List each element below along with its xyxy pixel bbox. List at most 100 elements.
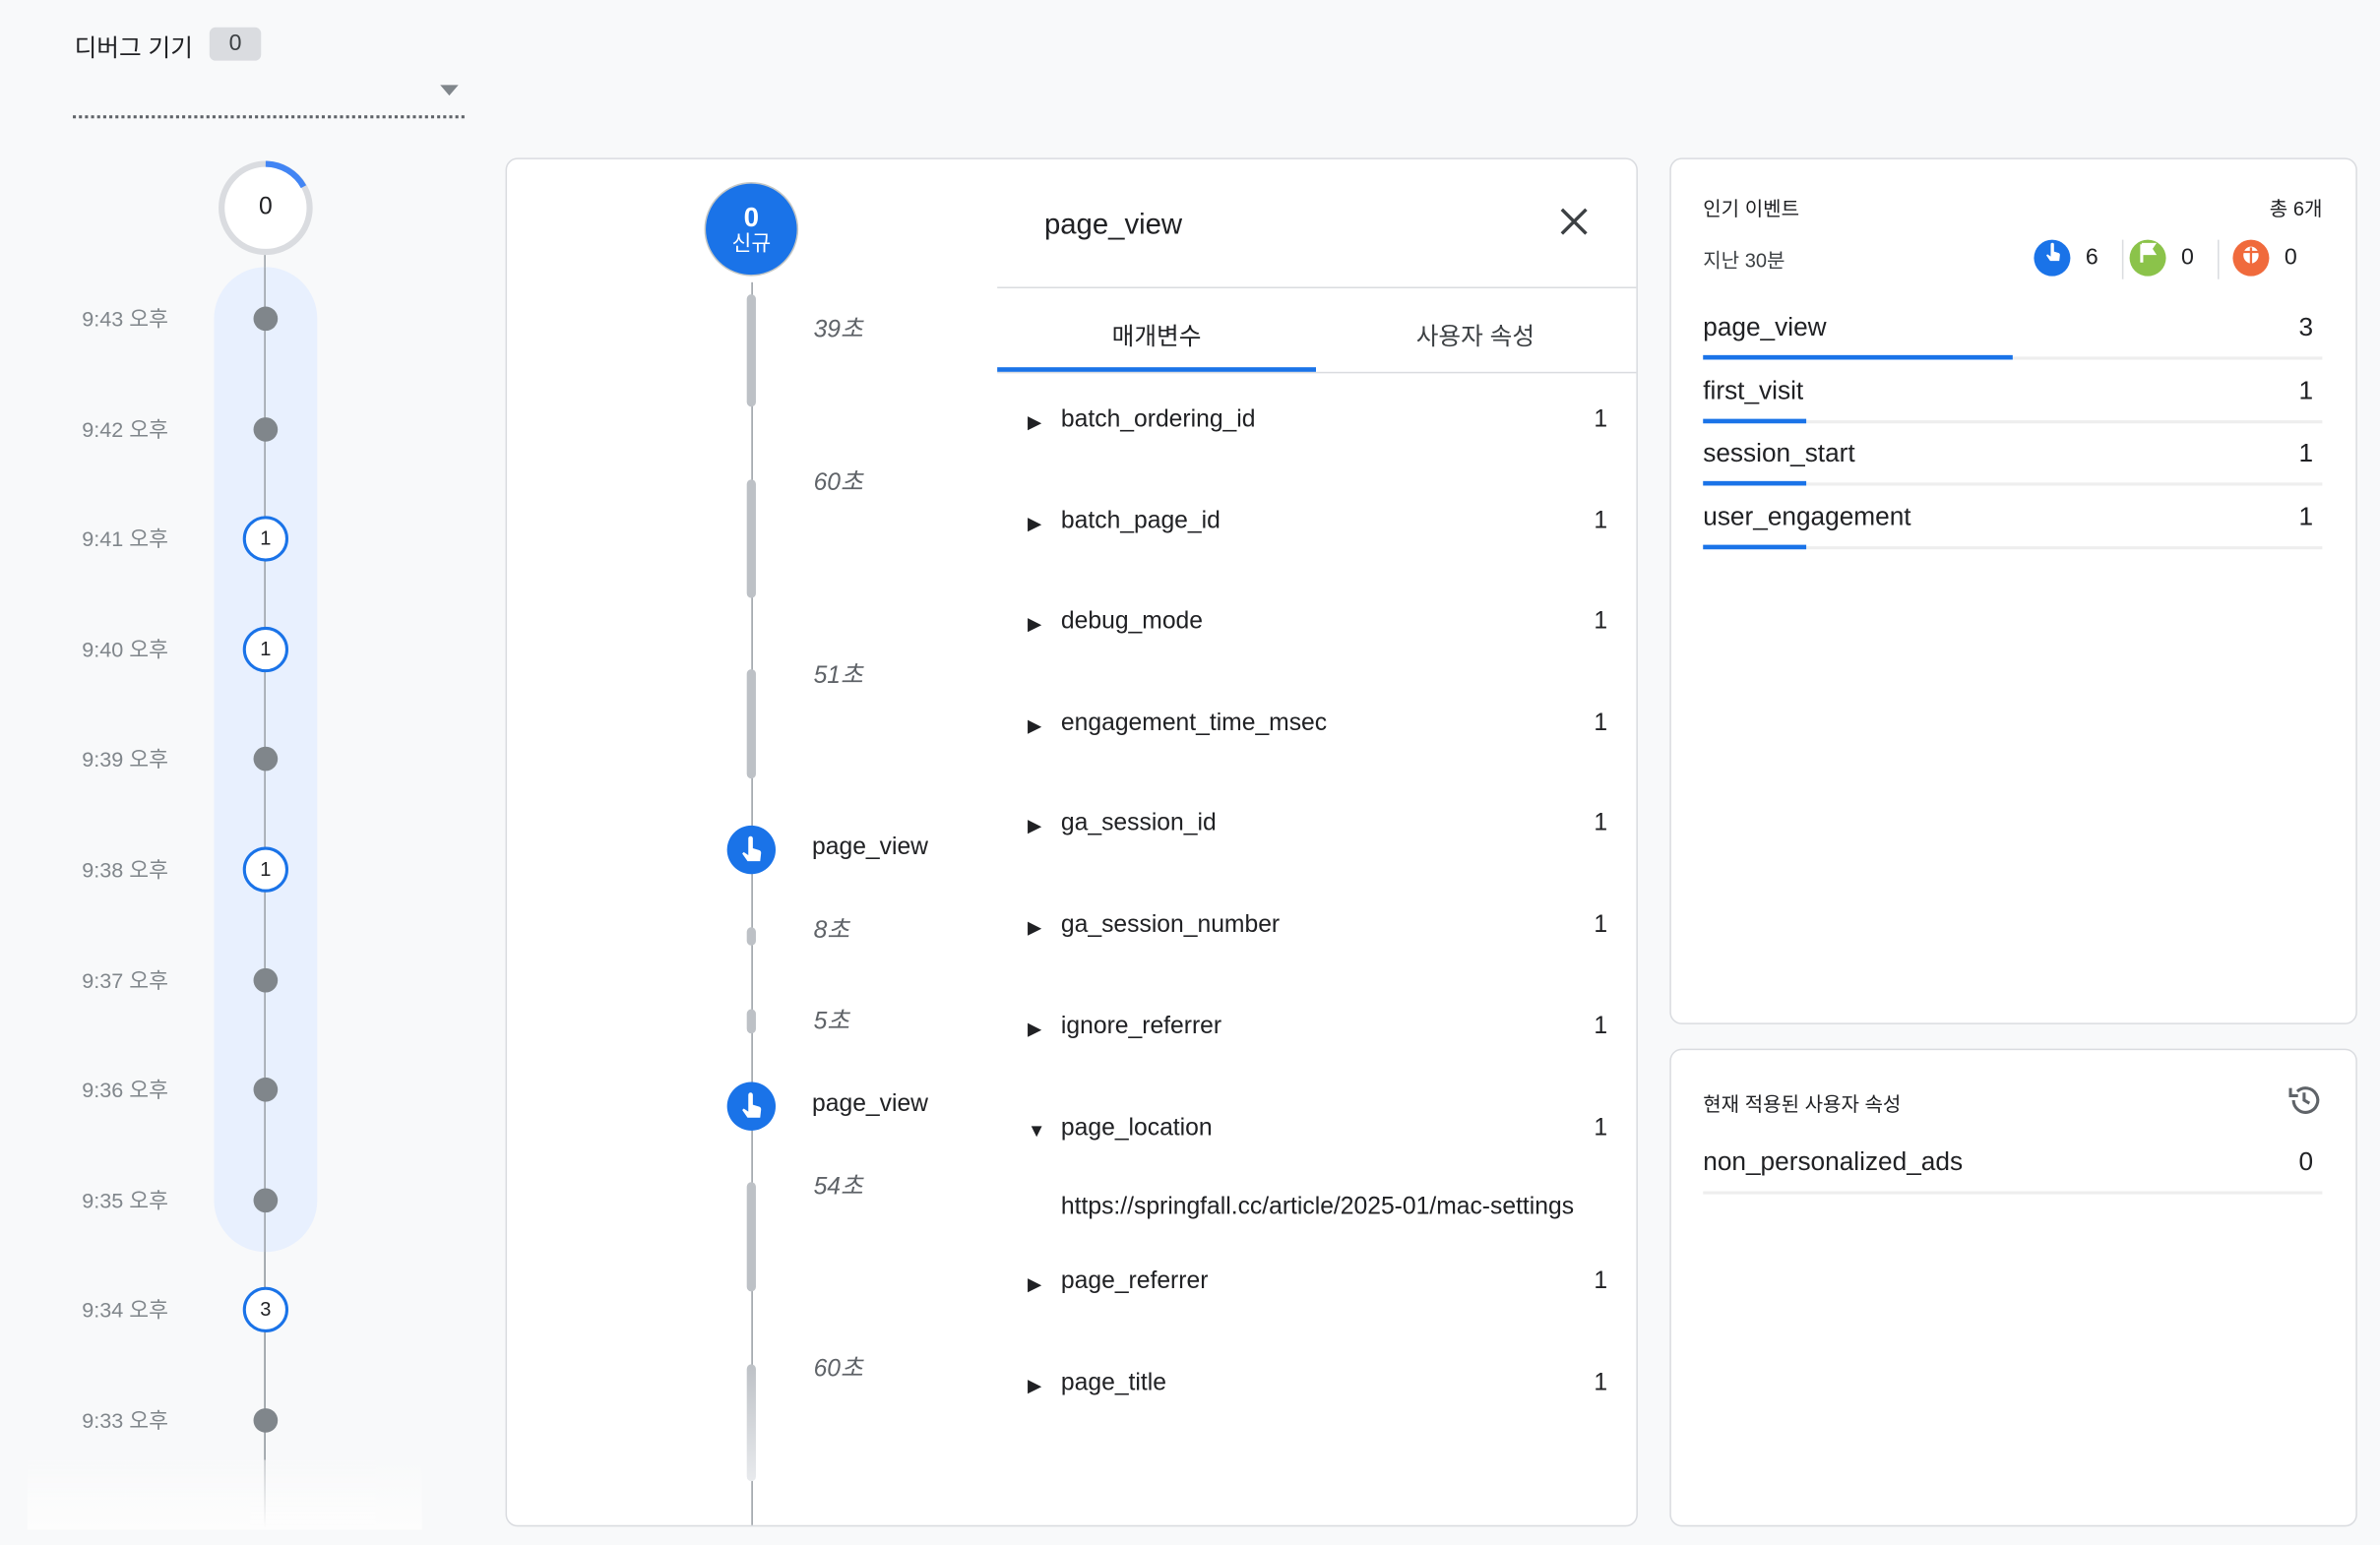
device-select[interactable]	[73, 76, 465, 119]
property-value: 0	[2298, 1146, 2314, 1177]
param-name: engagement_time_msec	[1060, 710, 1328, 736]
top-event-row[interactable]: session_start 1	[1703, 438, 2323, 503]
param-row[interactable]: ▶ batch_ordering_id 1	[1028, 406, 1607, 440]
gap-label: 54초	[813, 1174, 863, 1201]
minute-empty-marker[interactable]	[253, 967, 279, 992]
param-row[interactable]: ▶ ga_session_id 1	[1028, 810, 1607, 843]
top-events-total: 총 6개	[2269, 197, 2323, 220]
top-events-panel	[1669, 157, 2357, 1024]
event-name: first_visit	[1703, 375, 1804, 405]
minute-empty-marker[interactable]	[253, 306, 279, 332]
minute-label: 9:40 오후	[82, 637, 169, 662]
top-event-row[interactable]: user_engagement 1	[1703, 502, 2323, 566]
gap-label: 5초	[813, 1009, 849, 1035]
event-name: session_start	[1703, 438, 1855, 468]
top-event-row[interactable]: first_visit 1	[1703, 375, 2323, 440]
flag-icon	[2129, 239, 2166, 277]
caret-right-icon: ▶	[1028, 1375, 1042, 1396]
param-row[interactable]: ▶ engagement_time_msec 1	[1028, 711, 1607, 744]
tab-label: 매개변수	[1111, 325, 1202, 351]
param-value: 1	[1594, 1370, 1608, 1396]
event-name: page_view	[1703, 312, 1827, 341]
param-row[interactable]: ▶ ga_session_number 1	[1028, 912, 1607, 946]
param-value: 1	[1594, 911, 1608, 939]
user-properties-title: 현재 적용된 사용자 속성	[1703, 1092, 1902, 1116]
counter-value: 0	[2180, 244, 2194, 271]
gap-label: 51초	[813, 662, 863, 690]
gap-label: 60초	[813, 1356, 863, 1383]
stream-event-name[interactable]: page_view	[812, 834, 928, 861]
gap-label: 8초	[813, 917, 849, 945]
param-row[interactable]: ▶ debug_mode 1	[1028, 608, 1607, 642]
param-name: ignore_referrer	[1060, 1014, 1222, 1040]
top-events-title: 인기 이벤트	[1703, 197, 1800, 220]
minute-count-marker[interactable]: 1	[242, 626, 288, 672]
detail-title: page_view	[1043, 209, 1183, 242]
minute-empty-marker[interactable]	[253, 1188, 279, 1212]
event-count: 3	[2298, 312, 2314, 341]
history-icon[interactable]	[2286, 1082, 2322, 1119]
gap-label: 60초	[813, 470, 863, 497]
minute-empty-marker[interactable]	[253, 1078, 279, 1102]
minute-empty-marker[interactable]	[253, 416, 279, 442]
counter-value: 6	[2085, 244, 2098, 271]
caret-right-icon: ▶	[1028, 613, 1042, 635]
minute-label: 9:39 오후	[82, 747, 169, 772]
minute-label: 9:43 오후	[82, 306, 169, 332]
event-share-bar	[1703, 481, 1807, 486]
param-value: 1	[1594, 1268, 1608, 1295]
stream-event-name[interactable]: page_view	[812, 1090, 928, 1117]
event-share-bar	[1703, 417, 1807, 423]
param-name: page_referrer	[1060, 1268, 1209, 1295]
param-value: 1	[1594, 406, 1608, 433]
param-row[interactable]: ▼ page_location 1	[1028, 1115, 1607, 1148]
caret-right-icon: ▶	[1028, 410, 1042, 433]
new-count: 0	[743, 202, 760, 232]
tab-user-properties[interactable]: 사용자 속성	[1316, 305, 1635, 372]
minute-count-marker[interactable]: 1	[242, 516, 288, 562]
minute-count-marker[interactable]: 3	[242, 1287, 288, 1333]
caret-right-icon: ▶	[1028, 916, 1042, 939]
new-users-circle[interactable]: 0 신규	[704, 182, 799, 277]
param-name: batch_page_id	[1060, 508, 1221, 534]
param-value: 1	[1594, 1115, 1608, 1142]
minute-label: 9:33 오후	[82, 1408, 169, 1433]
minute-count-marker[interactable]: 1	[242, 846, 288, 893]
event-share-bar	[1703, 544, 1807, 549]
gap-label: 39초	[813, 317, 863, 343]
tab-parameters[interactable]: 매개변수	[997, 305, 1316, 372]
minute-label: 9:36 오후	[82, 1078, 169, 1102]
caret-right-icon: ▶	[1028, 513, 1042, 534]
param-value: 1	[1594, 608, 1608, 635]
dropdown-arrow-icon	[440, 85, 459, 96]
param-name: ga_session_id	[1060, 810, 1217, 836]
user-property-row[interactable]: non_personalized_ads 0	[1703, 1146, 2323, 1211]
close-icon[interactable]	[1556, 204, 1593, 240]
caret-right-icon: ▶	[1028, 714, 1042, 736]
caret-right-icon: ▶	[1028, 1018, 1042, 1040]
param-value: 1	[1594, 710, 1608, 736]
param-name: ga_session_number	[1060, 911, 1281, 939]
param-row[interactable]: ▶ batch_page_id 1	[1028, 509, 1607, 542]
param-value: 1	[1594, 1014, 1608, 1040]
minute-empty-marker[interactable]	[253, 747, 279, 772]
minute-label: 9:38 오후	[82, 857, 169, 882]
event-count: 1	[2298, 502, 2314, 531]
param-value: 1	[1594, 810, 1608, 836]
top-count: 0	[259, 194, 273, 220]
top-count-circle[interactable]: 0	[219, 160, 313, 256]
param-row[interactable]: ▶ ignore_referrer 1	[1028, 1014, 1607, 1047]
event-count: 1	[2298, 438, 2314, 468]
counter-value: 0	[2284, 244, 2297, 271]
minute-empty-marker[interactable]	[253, 1408, 279, 1433]
event-name: user_engagement	[1703, 502, 1911, 531]
param-row[interactable]: ▶ page_referrer 1	[1028, 1268, 1607, 1302]
top-event-row[interactable]: page_view 3	[1703, 312, 2323, 377]
touch-icon[interactable]	[726, 1082, 777, 1131]
param-name: page_title	[1060, 1370, 1166, 1396]
caret-down-icon: ▼	[1028, 1120, 1046, 1142]
param-name: debug_mode	[1060, 608, 1203, 635]
param-row[interactable]: ▶ page_title 1	[1028, 1371, 1607, 1404]
touch-icon[interactable]	[726, 825, 777, 875]
event-count: 1	[2298, 375, 2314, 405]
